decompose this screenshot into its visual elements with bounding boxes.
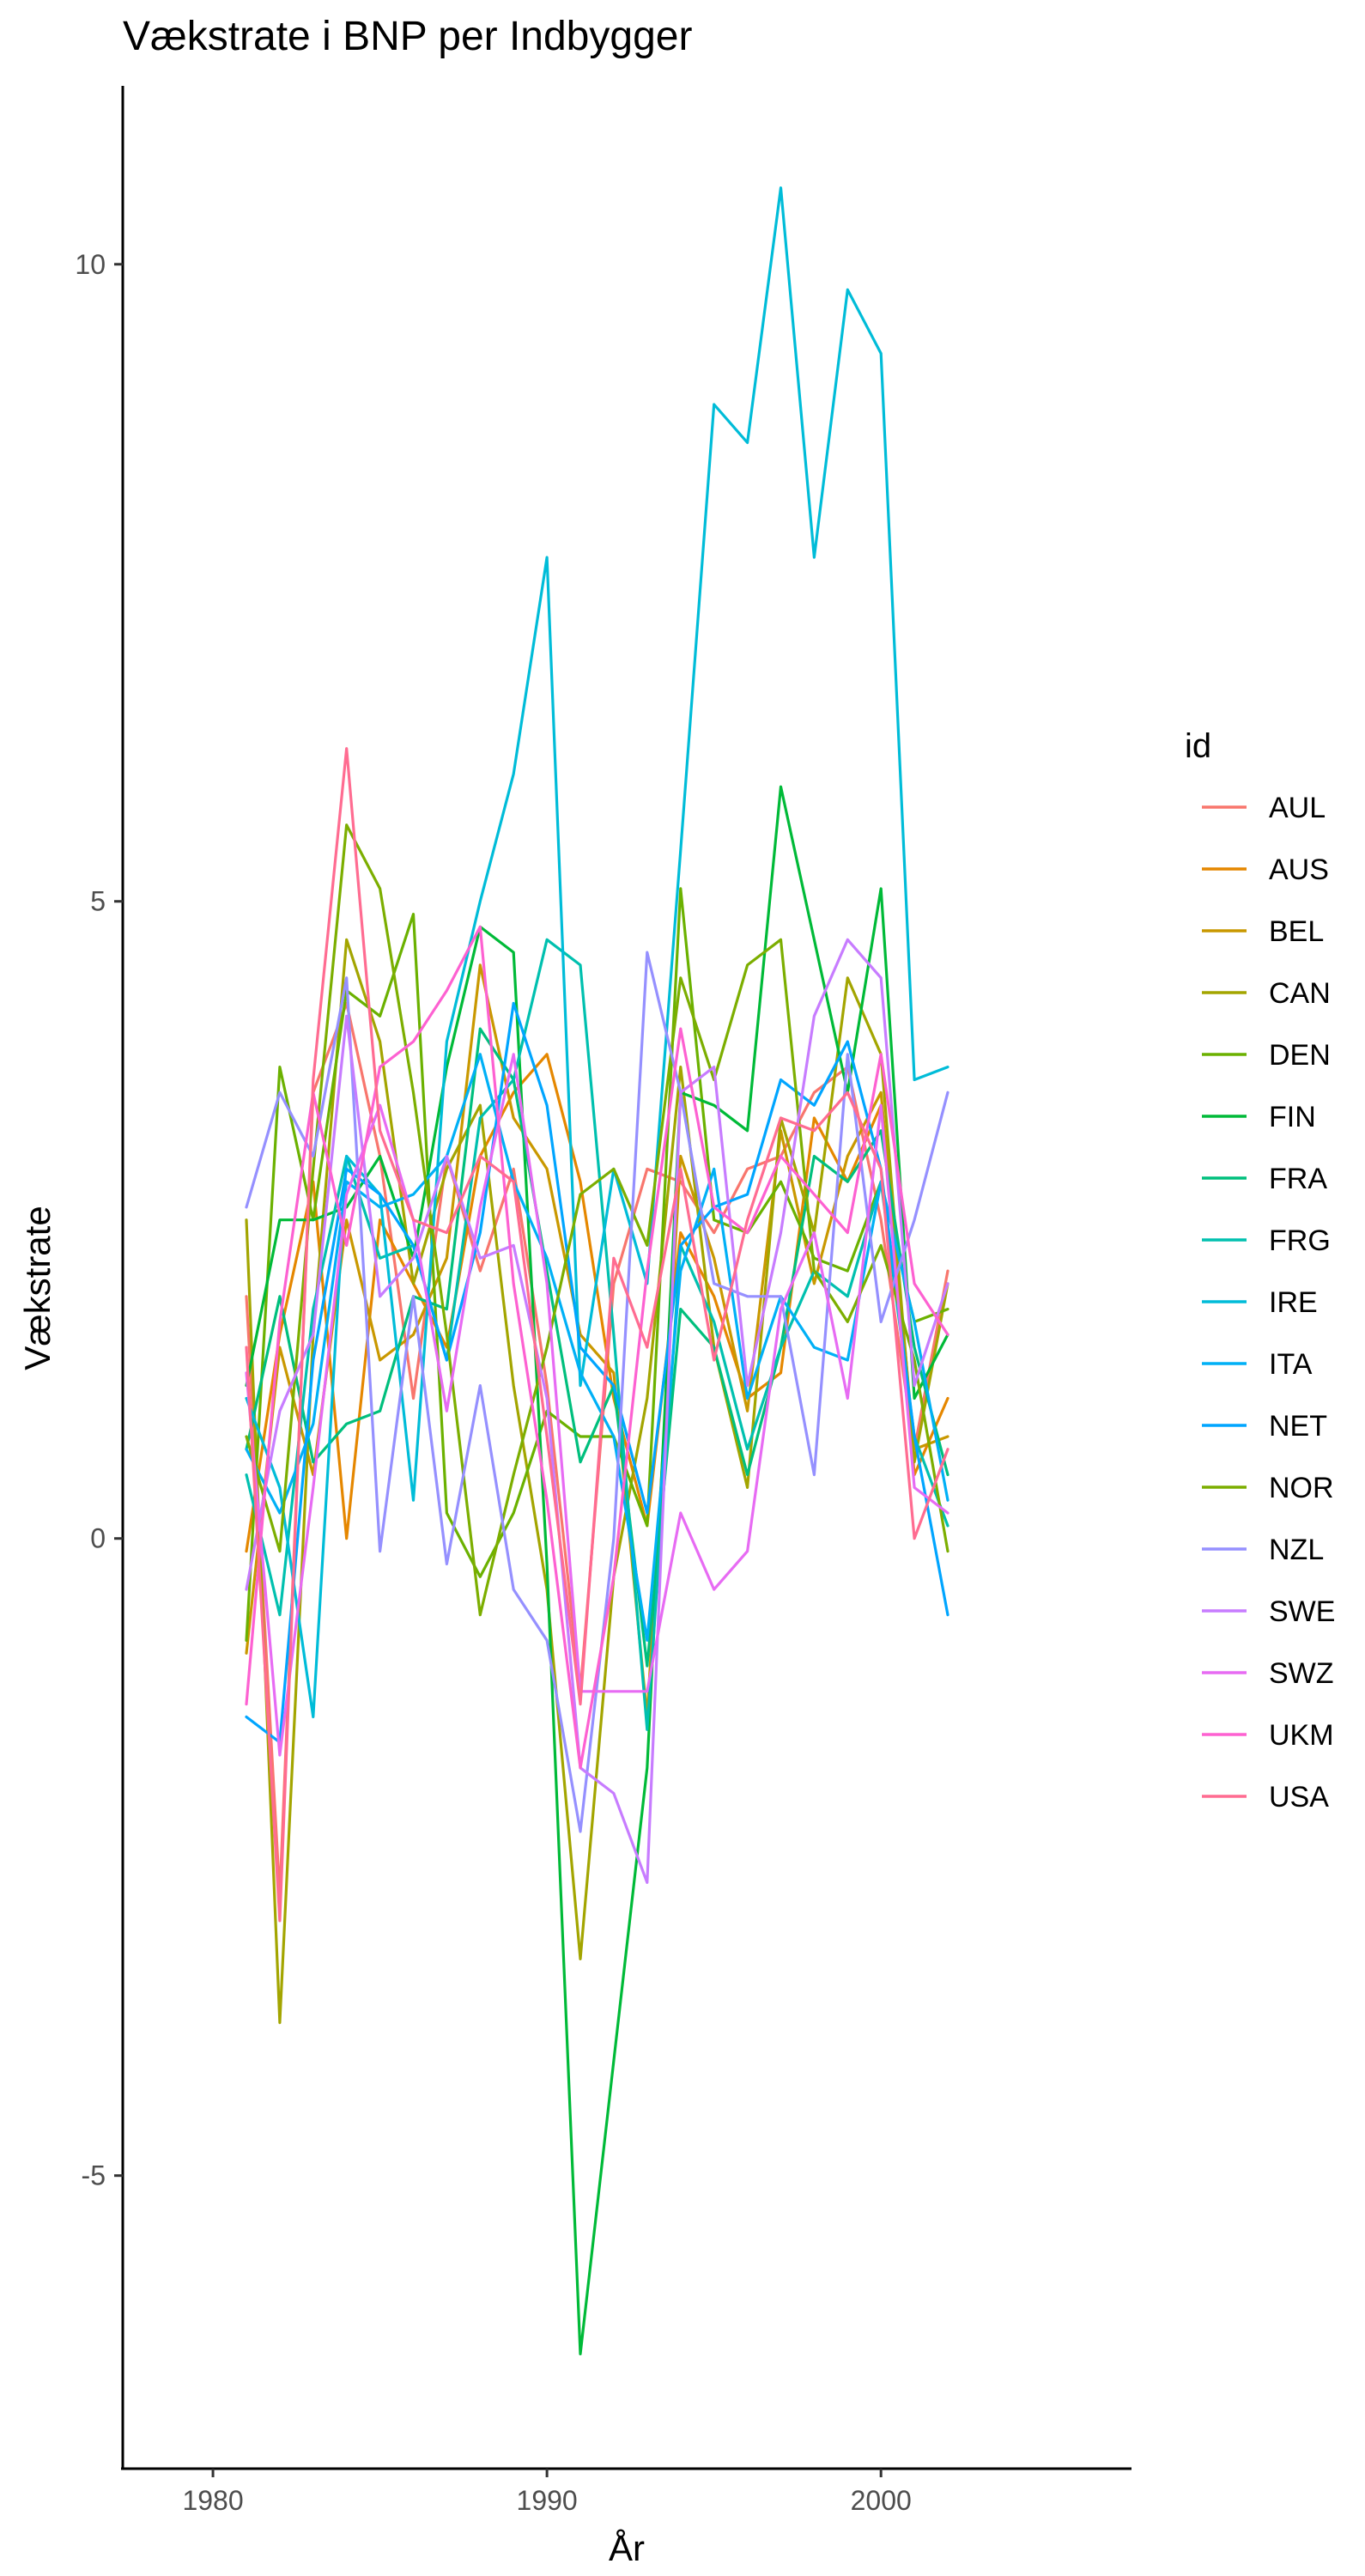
legend-label: AUL [1269, 792, 1326, 824]
legend-item-fra: FRA [1202, 1163, 1327, 1195]
series-line-frg [245, 938, 949, 1731]
series-line-fra [245, 1027, 949, 1668]
legend-label: CAN [1269, 977, 1331, 1010]
series-line-usa [245, 747, 949, 1923]
series-line-bel [245, 963, 949, 1719]
legend-item-net: NET [1202, 1410, 1327, 1443]
legend-item-swz: SWZ [1202, 1657, 1334, 1690]
series-line-nzl [245, 951, 949, 1833]
legend-label: NET [1269, 1410, 1327, 1443]
series-line-aus [245, 1053, 949, 1553]
legend-item-ukm: UKM [1202, 1719, 1334, 1752]
legend-title: id [1185, 727, 1211, 765]
x-axis-title: År [609, 2528, 645, 2568]
legend: id AUL AUS BEL CAN DEN FIN FRA FRG IRE ITA NET NOR N… [1185, 727, 1335, 1814]
legend-label: SWE [1269, 1595, 1335, 1628]
y-tick-label: 10 [75, 249, 106, 280]
legend-item-frg: FRG [1202, 1224, 1331, 1257]
plot-area: 1980 1990 2000 -5 0 5 10 [75, 86, 1131, 2516]
series-line-ukm [245, 925, 949, 1770]
x-tick-label: 2000 [851, 2485, 912, 2516]
legend-item-nzl: NZL [1202, 1534, 1324, 1566]
x-axis-ticks: 1980 1990 2000 [182, 2469, 912, 2516]
legend-item-nor: NOR [1202, 1472, 1334, 1504]
legend-label: FRG [1269, 1224, 1331, 1257]
legend-item-fin: FIN [1202, 1101, 1316, 1133]
legend-items: AUL AUS BEL CAN DEN FIN FRA FRG IRE ITA NET NOR NZL S… [1202, 792, 1335, 1814]
legend-label: NZL [1269, 1534, 1324, 1566]
legend-item-bel: BEL [1202, 915, 1324, 948]
legend-label: AUS [1269, 854, 1329, 886]
legend-item-ire: IRE [1202, 1286, 1318, 1319]
y-tick-label: 5 [90, 886, 106, 917]
legend-item-aus: AUS [1202, 854, 1329, 886]
series-line-den [245, 887, 949, 1643]
x-tick-label: 1990 [517, 2485, 578, 2516]
legend-label: IRE [1269, 1286, 1318, 1319]
legend-label: ITA [1269, 1348, 1313, 1381]
legend-label: UKM [1269, 1719, 1334, 1752]
legend-item-aul: AUL [1202, 792, 1326, 824]
legend-item-swe: SWE [1202, 1595, 1335, 1628]
legend-item-ita: ITA [1202, 1348, 1313, 1381]
series-layer [245, 186, 949, 2355]
chart-title: Vækstrate i BNP per Indbygger [123, 14, 692, 59]
y-axis-title: Vækstrate [17, 1206, 58, 1370]
y-tick-label: -5 [82, 2160, 106, 2191]
legend-label: SWZ [1269, 1657, 1334, 1690]
series-line-can [245, 938, 949, 2025]
series-line-ita [245, 1053, 949, 1643]
series-line-ire [245, 186, 949, 1719]
series-line-nor [245, 823, 949, 1617]
series-line-net [245, 1001, 949, 1744]
legend-item-usa: USA [1202, 1781, 1329, 1814]
y-axis-ticks: -5 0 5 10 [75, 249, 123, 2191]
legend-label: FIN [1269, 1101, 1316, 1133]
x-tick-label: 1980 [182, 2485, 243, 2516]
legend-label: USA [1269, 1781, 1329, 1814]
legend-label: BEL [1269, 915, 1324, 948]
legend-label: NOR [1269, 1472, 1334, 1504]
legend-label: DEN [1269, 1039, 1331, 1072]
y-tick-label: 0 [90, 1523, 106, 1554]
legend-item-can: CAN [1202, 977, 1331, 1010]
legend-label: FRA [1269, 1163, 1327, 1195]
legend-item-den: DEN [1202, 1039, 1331, 1072]
